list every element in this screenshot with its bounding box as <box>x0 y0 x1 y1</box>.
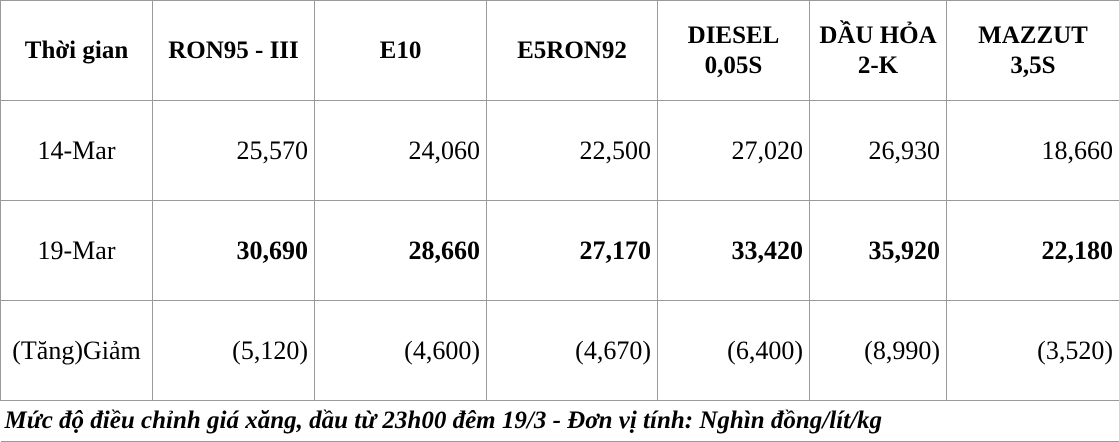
header-mazut: MAZZUT 3,5S <box>946 0 1119 101</box>
header-e10: E10 <box>314 0 487 101</box>
note-row: Mức độ điều chỉnh giá xăng, dầu từ 23h00… <box>0 400 1119 442</box>
price-cell: 26,930 <box>809 100 947 201</box>
row-label: 19-Mar <box>0 200 153 301</box>
header-row: Thời gian RON95 - III E10 E5RON92 DIESEL… <box>0 0 1119 101</box>
row-label: 14-Mar <box>0 100 153 201</box>
header-diesel: DIESEL 0,05S <box>657 0 810 101</box>
header-kerosene: DẦU HỎA 2-K <box>809 0 947 101</box>
price-cell: 30,690 <box>152 200 315 301</box>
price-cell: 27,170 <box>486 200 658 301</box>
price-cell: 22,500 <box>486 100 658 201</box>
price-cell: (3,520) <box>946 300 1119 401</box>
price-cell: 35,920 <box>809 200 947 301</box>
price-cell: (5,120) <box>152 300 315 401</box>
price-cell: 18,660 <box>946 100 1119 201</box>
row-label: (Tăng)Giảm <box>0 300 153 401</box>
price-cell: 24,060 <box>314 100 487 201</box>
header-e5ron92: E5RON92 <box>486 0 658 101</box>
header-ron95: RON95 - III <box>152 0 315 101</box>
price-cell: (4,600) <box>314 300 487 401</box>
price-cell: (6,400) <box>657 300 810 401</box>
price-cell: (4,670) <box>486 300 658 401</box>
price-cell: 22,180 <box>946 200 1119 301</box>
table-row: (Tăng)Giảm (5,120) (4,600) (4,670) (6,400) (8… <box>0 300 1119 401</box>
price-cell: 25,570 <box>152 100 315 201</box>
price-cell: 28,660 <box>314 200 487 301</box>
unit-note: Mức độ điều chỉnh giá xăng, dầu từ 23h00… <box>0 400 1119 442</box>
price-cell: 27,020 <box>657 100 810 201</box>
table-row: 19-Mar 30,690 28,660 27,170 33,420 35,920 22,1… <box>0 200 1119 301</box>
price-cell: 33,420 <box>657 200 810 301</box>
table-row: 14-Mar 25,570 24,060 22,500 27,020 26,930 18,6… <box>0 100 1119 201</box>
header-time: Thời gian <box>0 0 153 101</box>
price-cell: (8,990) <box>809 300 947 401</box>
